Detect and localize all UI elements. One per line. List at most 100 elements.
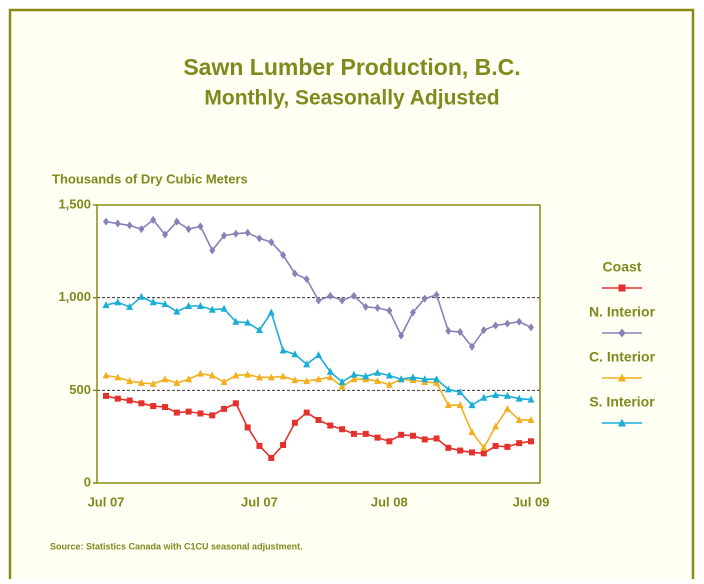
data-point [220, 304, 228, 312]
y-axis-label: Thousands of Dry Cubic Meters [52, 171, 248, 186]
data-point [504, 443, 511, 450]
data-point [350, 291, 357, 300]
x-tick-label: Jul 07 [88, 494, 125, 509]
data-point [268, 454, 275, 461]
data-point [515, 415, 523, 423]
data-point [209, 412, 216, 419]
legend-marker [618, 284, 626, 292]
data-point [303, 360, 311, 368]
data-point [515, 394, 523, 402]
plot-area [97, 205, 540, 483]
y-tick-label: 0 [84, 474, 91, 489]
data-point [338, 377, 346, 385]
data-point [516, 317, 523, 326]
x-tick-label: Jul 08 [371, 494, 408, 509]
data-point [149, 298, 157, 306]
data-point [528, 438, 534, 445]
data-point [409, 373, 417, 381]
data-point [480, 393, 488, 401]
data-point [315, 416, 322, 423]
data-point [315, 351, 322, 359]
data-point [114, 373, 122, 381]
data-point [185, 375, 193, 383]
source-note: Source: Statistics Canada with C1CU seas… [50, 541, 303, 551]
data-point [339, 426, 346, 433]
data-point [445, 444, 452, 451]
data-point [291, 419, 298, 426]
data-point [457, 327, 464, 336]
data-point [126, 377, 134, 385]
data-point [421, 436, 428, 443]
data-point [445, 327, 452, 336]
data-point [444, 385, 452, 393]
data-point [256, 234, 263, 243]
data-point [114, 219, 121, 228]
data-point [173, 307, 181, 315]
data-point [303, 275, 310, 284]
data-point [327, 291, 334, 300]
data-point [232, 317, 240, 325]
data-point [315, 296, 322, 305]
data-point [196, 302, 204, 310]
data-point [374, 368, 382, 376]
data-point [173, 217, 180, 226]
data-point [185, 225, 192, 234]
data-point [255, 326, 263, 334]
data-point [433, 378, 441, 386]
data-point [232, 400, 239, 407]
data-point [315, 375, 322, 383]
data-point [409, 308, 416, 317]
data-point [255, 373, 263, 381]
data-point [433, 375, 441, 383]
data-point [280, 442, 287, 449]
data-point [444, 401, 452, 409]
y-tick-label: 1,500 [58, 196, 91, 211]
legend-marker [618, 328, 626, 338]
data-point [350, 430, 357, 437]
data-point [468, 401, 476, 409]
data-point [374, 377, 382, 385]
data-point [492, 442, 499, 449]
data-point [244, 228, 251, 237]
data-point [102, 371, 110, 379]
data-point [350, 370, 358, 378]
data-point [503, 391, 511, 399]
data-point [480, 443, 488, 451]
data-point [208, 371, 216, 379]
data-point [126, 397, 133, 404]
legend-label: S. Interior [589, 394, 655, 410]
data-point [244, 318, 252, 326]
data-point [232, 229, 239, 238]
data-point [409, 432, 416, 439]
data-point [398, 431, 405, 438]
data-point [102, 301, 110, 309]
data-point [374, 434, 381, 441]
data-point [173, 409, 180, 416]
data-point [398, 331, 405, 340]
data-point [386, 306, 393, 315]
data-point [291, 376, 299, 384]
data-point [326, 373, 334, 381]
data-point [103, 217, 109, 226]
data-point [114, 298, 122, 306]
data-point [527, 395, 535, 403]
data-point [103, 392, 109, 399]
data-point [279, 372, 287, 380]
data-point [137, 378, 145, 386]
data-point [456, 388, 464, 396]
data-point [291, 269, 298, 278]
data-point [338, 382, 346, 390]
data-point [150, 403, 157, 410]
data-point [208, 305, 216, 313]
data-point [244, 370, 252, 378]
data-point [232, 371, 240, 379]
data-point [221, 405, 228, 412]
data-point [492, 422, 500, 430]
data-point [350, 375, 358, 383]
data-point [221, 231, 228, 240]
data-point [397, 375, 405, 383]
data-point [256, 442, 263, 449]
data-point [456, 401, 464, 409]
data-point [137, 292, 145, 300]
